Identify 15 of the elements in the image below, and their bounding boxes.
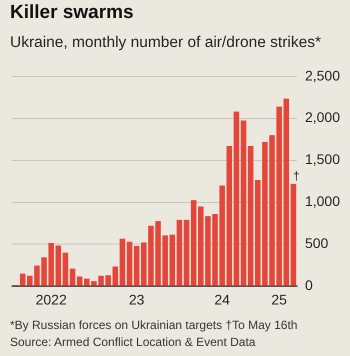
annotation: † [293, 168, 300, 183]
x-tick-label: 25 [271, 291, 288, 308]
y-tick-label: 2,500 [304, 67, 340, 84]
chart-subtitle: Ukraine, monthly number of air/drone strikes* [10, 34, 321, 52]
y-tick-label: 2,000 [304, 109, 340, 126]
y-tick-label: 1,500 [304, 151, 340, 168]
x-tick-label: 24 [214, 291, 230, 308]
source-note: Source: Armed Conflict Location & Event Data [10, 335, 256, 349]
text: *By Russian forces on Ukrainian targets †To May 16th [10, 318, 298, 332]
x-tick-label: 2022 [36, 291, 67, 308]
x-tick-label: 23 [128, 291, 145, 308]
y-tick-label: 0 [304, 277, 313, 294]
chart-title: Killer swarms [10, 2, 134, 24]
y-tick-label: 1,000 [304, 193, 340, 210]
y-tick-label: 500 [304, 235, 329, 252]
